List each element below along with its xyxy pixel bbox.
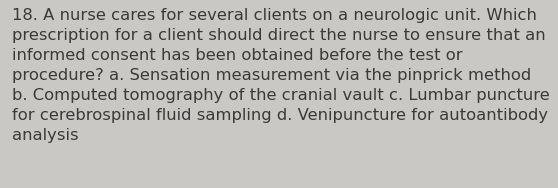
Text: 18. A nurse cares for several clients on a neurologic unit. Which
prescription f: 18. A nurse cares for several clients on… bbox=[12, 8, 550, 143]
